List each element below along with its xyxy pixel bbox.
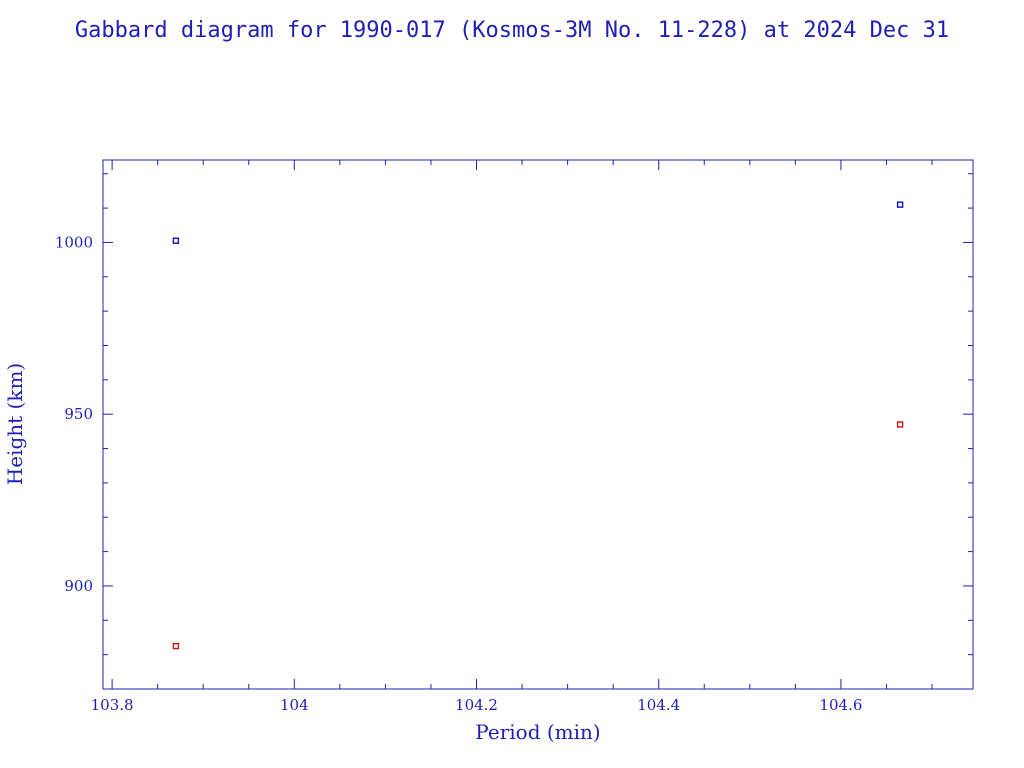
x-tick-label: 104.6 [819,696,862,714]
y-axis-tick-labels: 900 950 1000 [55,233,93,595]
apogee-point [172,237,180,244]
data-points [172,201,904,650]
y-tick-label: 1000 [55,233,93,251]
x-axis-tick-labels: 103.8 104 104.2 104.4 104.6 [91,696,863,714]
perigee-point [896,421,904,428]
x-axis-ticks [111,160,933,689]
y-axis-ticks [103,173,973,690]
x-axis-label: Period (min) [475,720,600,744]
x-tick-label: 104 [280,696,309,714]
y-tick-label: 950 [64,405,93,423]
x-tick-label: 104.4 [637,696,680,714]
x-tick-label: 104.2 [455,696,498,714]
perigee-point [172,642,180,650]
chart-title: Gabbard diagram for 1990-017 (Kosmos-3M … [75,18,949,43]
x-tick-label: 103.8 [91,696,134,714]
y-axis-label: Height (km) [3,363,27,485]
plot-frame [102,159,974,690]
apogee-point [896,201,904,208]
y-tick-label: 900 [64,577,93,595]
